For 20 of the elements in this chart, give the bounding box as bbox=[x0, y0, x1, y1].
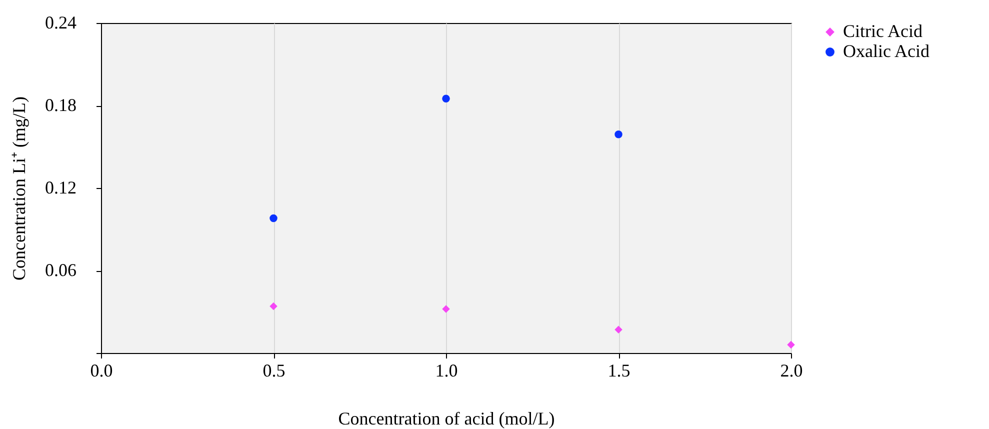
point bbox=[787, 340, 795, 349]
point bbox=[442, 305, 450, 313]
point bbox=[270, 302, 278, 310]
x-axis-title: Concentration of acid (mol/L) bbox=[338, 408, 555, 428]
point bbox=[614, 130, 622, 138]
legend-label: Oxalic Acid bbox=[843, 41, 930, 61]
x-tick-label: 0.0 bbox=[90, 360, 113, 380]
x-tick-label: 0.5 bbox=[262, 360, 286, 380]
y-tick-label: 0.06 bbox=[45, 260, 76, 280]
point bbox=[614, 326, 622, 334]
y-tick-label: 0.12 bbox=[45, 178, 76, 198]
point bbox=[442, 94, 450, 102]
y-axis-title: Concentration Li⁺ (mg/L) bbox=[9, 96, 29, 280]
y-tick-label: 0.24 bbox=[45, 12, 76, 32]
point bbox=[270, 214, 278, 222]
x-tick-label: 2.0 bbox=[780, 360, 803, 380]
x-tick-label: 1.0 bbox=[435, 360, 458, 380]
x-tick-label: 1.5 bbox=[608, 360, 630, 380]
y-tick-label: 0.18 bbox=[45, 95, 76, 115]
legend-label: Citric Acid bbox=[843, 21, 922, 41]
